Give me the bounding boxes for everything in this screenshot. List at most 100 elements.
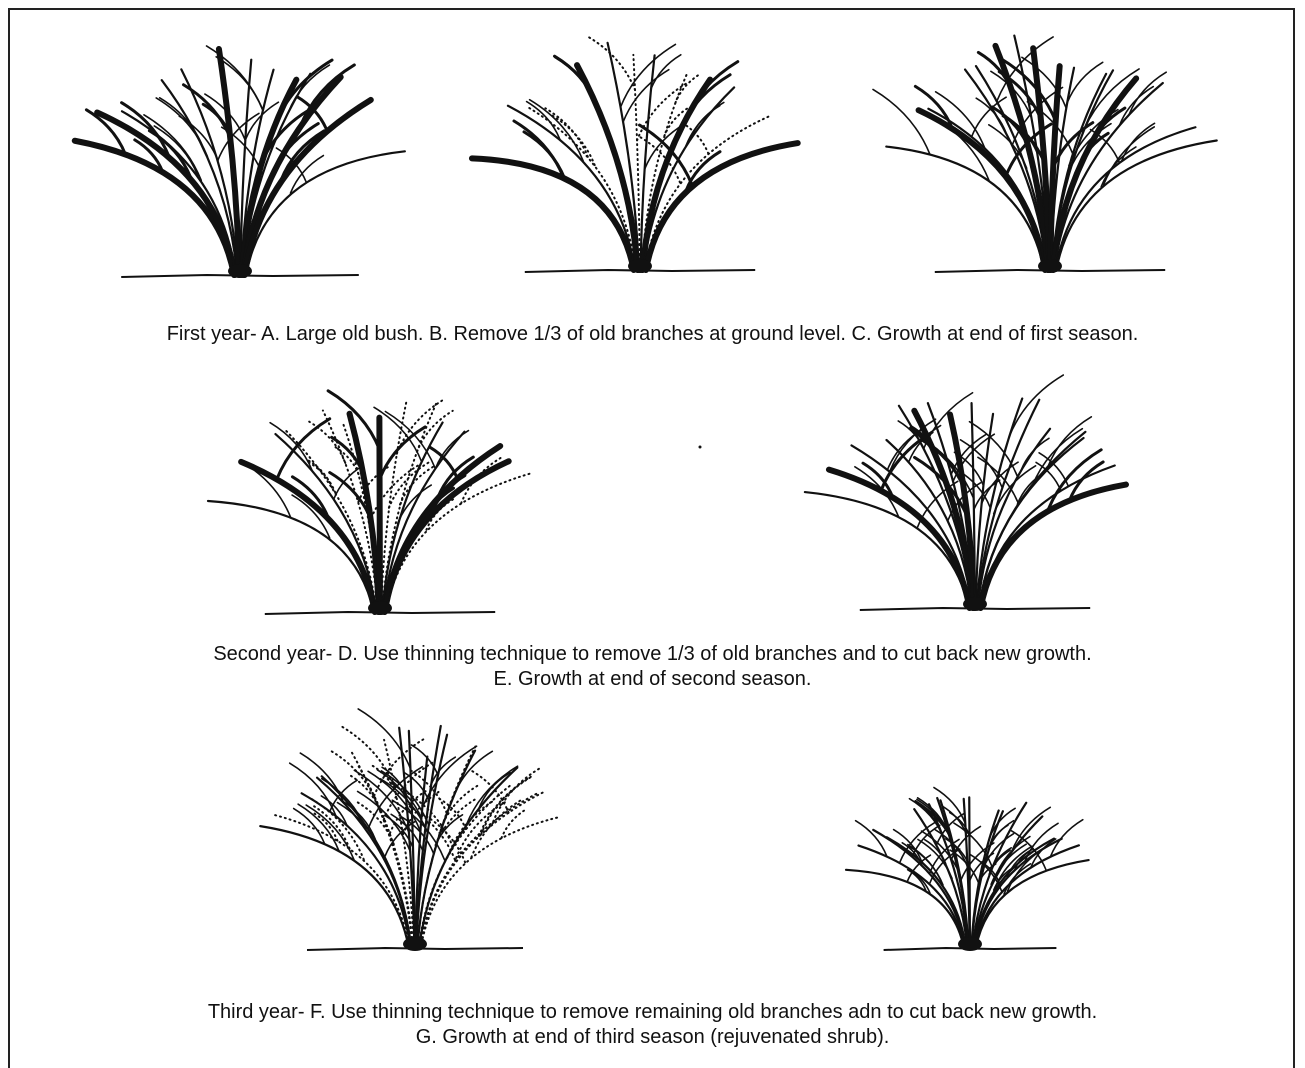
twig — [1084, 106, 1127, 155]
branch — [1049, 66, 1076, 272]
branch — [1054, 126, 1197, 272]
twig — [402, 789, 454, 848]
twig — [1046, 448, 1103, 513]
twig — [368, 463, 422, 524]
twig — [907, 843, 944, 885]
twig — [307, 459, 333, 489]
twig — [367, 765, 424, 830]
twig — [434, 429, 470, 470]
twig — [340, 725, 396, 789]
twig — [373, 406, 423, 463]
twig — [357, 708, 412, 770]
twig — [872, 88, 931, 156]
twig — [1128, 71, 1167, 116]
twig — [307, 461, 337, 494]
caption-second-year: E. Growth at end of second season. — [493, 668, 812, 690]
twig — [650, 53, 682, 90]
twig — [996, 36, 1054, 103]
twig — [387, 461, 430, 509]
root-crown — [228, 264, 252, 278]
twig — [1066, 61, 1104, 104]
twig — [913, 455, 970, 520]
root-crown — [628, 259, 652, 273]
frame — [8, 8, 1295, 1068]
twig — [291, 494, 331, 539]
twig — [217, 112, 260, 162]
twig — [320, 777, 367, 830]
twig — [636, 81, 689, 142]
twig — [1004, 122, 1053, 177]
twig — [181, 83, 232, 140]
twig — [1001, 114, 1047, 165]
twig — [975, 97, 1007, 133]
twig — [990, 70, 1033, 119]
twig — [1077, 131, 1110, 168]
twig — [460, 456, 502, 505]
twig — [685, 101, 725, 147]
twig — [396, 484, 433, 525]
twig — [437, 797, 467, 831]
twig — [492, 767, 541, 823]
twig — [384, 410, 437, 470]
twig — [155, 97, 209, 158]
twig — [917, 838, 953, 880]
branch — [94, 109, 238, 278]
twig — [378, 425, 427, 481]
twig — [311, 811, 339, 842]
twig — [153, 125, 199, 177]
twig — [478, 771, 511, 810]
twig — [909, 425, 937, 456]
twig — [415, 409, 454, 453]
twig — [421, 812, 467, 864]
branch — [241, 96, 374, 278]
twig — [373, 738, 425, 797]
twig — [920, 438, 966, 490]
shrub — [468, 36, 801, 273]
twig — [1020, 437, 1050, 471]
branch — [643, 114, 773, 271]
branch — [468, 155, 637, 273]
twig — [287, 64, 331, 113]
twig — [1014, 847, 1034, 871]
twig — [995, 835, 1031, 877]
twig — [120, 101, 171, 159]
twig — [215, 56, 264, 112]
twig — [480, 775, 533, 835]
twig — [1100, 146, 1137, 188]
caption-third-year: Third year- F. Use thinning technique to… — [207, 1001, 1098, 1023]
twig — [465, 765, 519, 826]
twig — [1102, 126, 1156, 186]
branch — [238, 458, 378, 615]
branch — [244, 150, 406, 277]
branch — [384, 472, 532, 613]
branch — [632, 53, 641, 271]
twig — [84, 108, 127, 156]
twig — [638, 123, 694, 187]
twig — [1021, 56, 1068, 109]
root-crown — [1038, 259, 1062, 273]
twig — [676, 73, 732, 136]
branch — [970, 810, 1004, 950]
branch — [606, 41, 640, 272]
branch — [120, 110, 237, 277]
twig — [288, 762, 337, 817]
twig — [470, 798, 523, 859]
twig — [977, 456, 1020, 505]
twig — [421, 745, 478, 810]
twig — [275, 147, 308, 183]
branch — [283, 428, 378, 613]
branch — [885, 836, 967, 950]
twig — [622, 68, 670, 123]
branch — [971, 801, 1028, 950]
twig — [220, 126, 264, 175]
twig — [449, 798, 497, 853]
twig — [914, 799, 954, 845]
shrub — [206, 389, 532, 615]
branch — [642, 86, 736, 272]
twig — [289, 154, 325, 194]
shrub — [872, 34, 1218, 273]
twig — [330, 435, 365, 475]
twig — [305, 804, 355, 861]
